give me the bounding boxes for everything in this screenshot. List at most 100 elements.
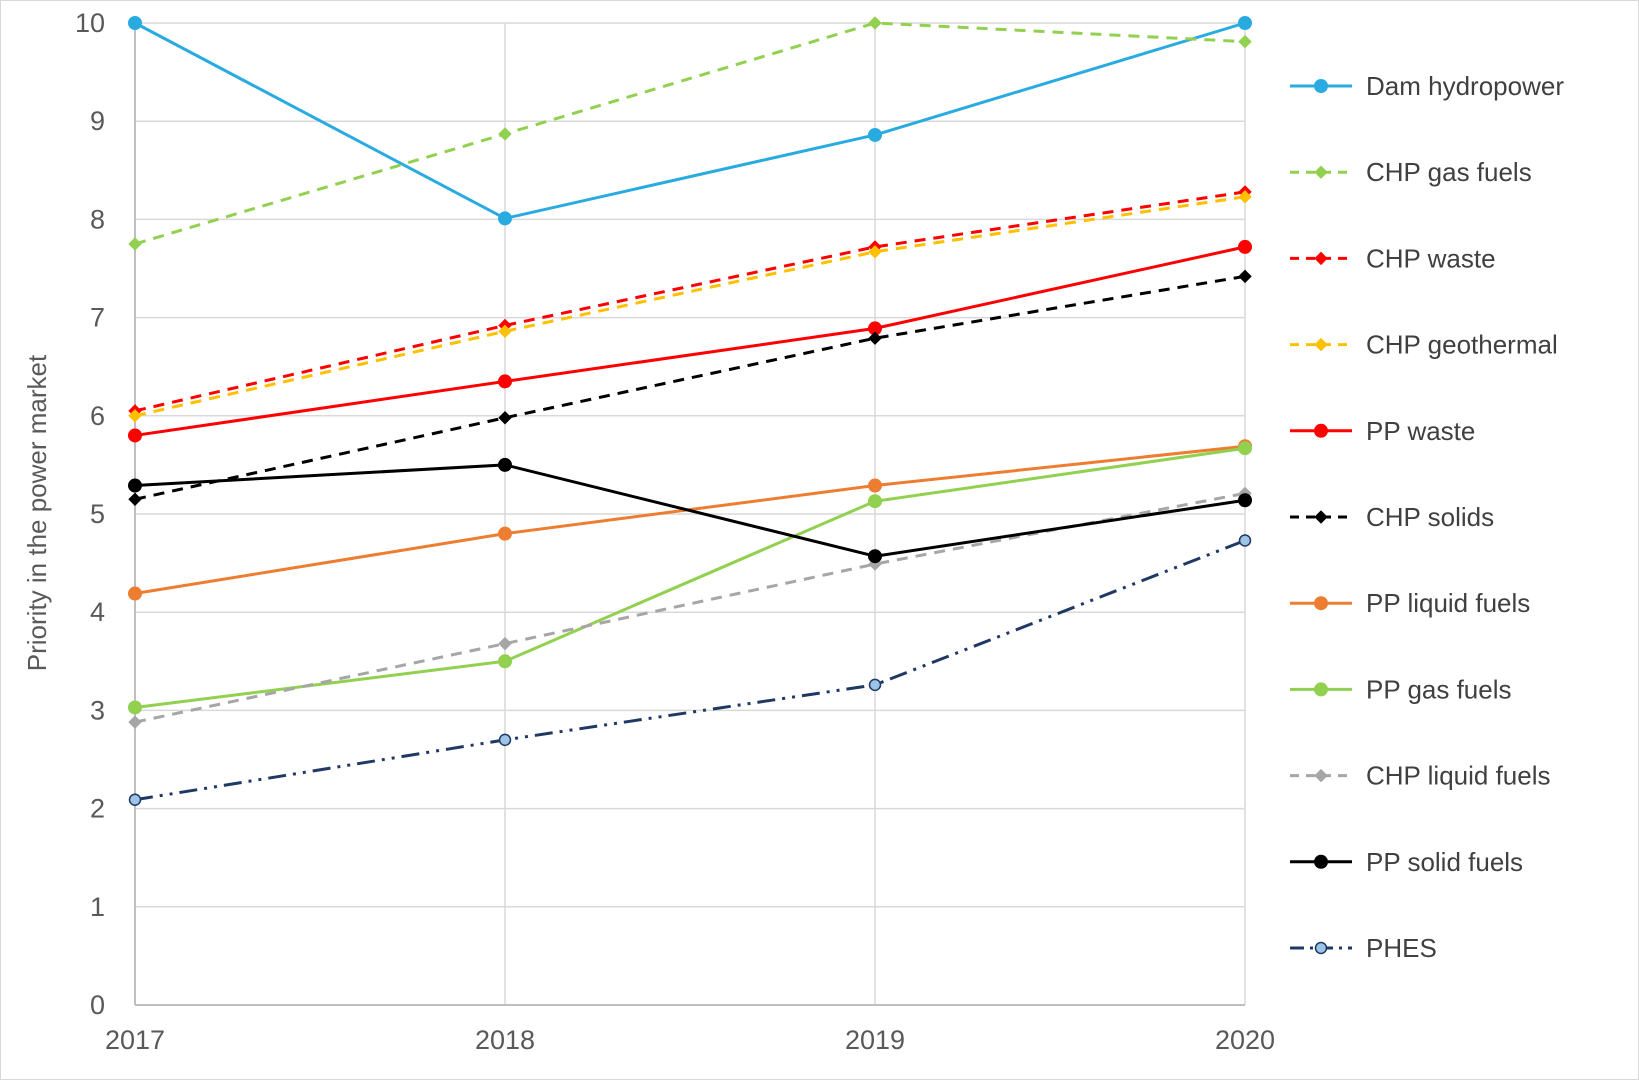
legend-label: PP liquid fuels bbox=[1366, 588, 1530, 618]
marker-pp-liquid-fuels-point bbox=[868, 478, 882, 493]
legend-label: PHES bbox=[1366, 933, 1437, 963]
marker-chp-solids-point bbox=[1238, 269, 1252, 284]
marker-pp-liquid-fuels-point bbox=[498, 526, 512, 541]
marker-chp-gas-fuels-legend bbox=[1314, 165, 1328, 179]
marker-pp-solid-fuels-point bbox=[868, 549, 882, 564]
legend-item-chp-waste: CHP waste bbox=[1290, 243, 1496, 273]
y-tick-label: 7 bbox=[90, 303, 105, 333]
y-axis-label: Priority in the power market bbox=[22, 354, 52, 671]
line-phes bbox=[134, 539, 1246, 802]
marker-pp-gas-fuels-legend bbox=[1314, 682, 1328, 697]
marker-chp-liquid-fuels-legend bbox=[1314, 768, 1328, 783]
line-chp-gas-fuels bbox=[134, 21, 1246, 246]
marker-pp-solid-fuels-legend bbox=[1314, 854, 1328, 869]
marker-pp-gas-fuels-point bbox=[868, 494, 882, 509]
marker-dam-hydropower-point bbox=[1238, 16, 1252, 30]
legend-item-pp-gas-fuels: PP gas fuels bbox=[1290, 674, 1512, 704]
legend-item-pp-waste: PP waste bbox=[1290, 416, 1475, 446]
marker-chp-geothermal-point bbox=[498, 324, 512, 339]
marker-phes-legend bbox=[1314, 941, 1328, 955]
marker-chp-gas-fuels-point bbox=[128, 237, 142, 251]
marker-pp-waste-point bbox=[1238, 239, 1252, 254]
y-tick-label: 3 bbox=[90, 695, 105, 725]
legend-item-dam-hydropower: Dam hydropower bbox=[1290, 71, 1564, 101]
axes: 0 1 2 3 4 5 6 7 8 9 10 2017 2018 2019 2020 bbox=[75, 8, 1275, 1055]
series-dam-hydropower bbox=[128, 16, 1252, 226]
y-tick-label: 9 bbox=[90, 106, 105, 136]
marker-chp-gas-fuels-point bbox=[1238, 34, 1252, 49]
series-pp-solid-fuels bbox=[128, 457, 1252, 564]
series-lines bbox=[128, 16, 1252, 807]
series-chp-gas-fuels bbox=[128, 16, 1252, 251]
legend-label: CHP geothermal bbox=[1366, 330, 1558, 360]
marker-chp-liquid-fuels-point bbox=[498, 636, 512, 651]
marker-phes-point bbox=[498, 733, 512, 747]
legend-item-pp-liquid-fuels: PP liquid fuels bbox=[1290, 588, 1530, 618]
marker-pp-solid-fuels-point bbox=[498, 457, 512, 472]
y-tick-label: 10 bbox=[75, 8, 105, 38]
series-phes bbox=[128, 534, 1252, 807]
legend-item-phes: PHES bbox=[1290, 933, 1437, 963]
marker-pp-liquid-fuels-legend bbox=[1314, 596, 1328, 611]
marker-chp-liquid-fuels-point bbox=[128, 715, 142, 729]
series-chp-geothermal bbox=[128, 190, 1252, 423]
legend-item-chp-gas-fuels: CHP gas fuels bbox=[1290, 157, 1532, 187]
marker-pp-gas-fuels-point bbox=[1238, 441, 1252, 456]
x-tick-label: 2020 bbox=[1215, 1025, 1275, 1055]
x-tick-label: 2019 bbox=[845, 1025, 905, 1055]
marker-pp-waste-legend bbox=[1314, 423, 1328, 438]
legend: Dam hydropower CHP gas fuels CHP waste CHP … bbox=[1290, 71, 1564, 963]
marker-phes-point bbox=[1238, 534, 1252, 547]
legend-item-pp-solid-fuels: PP solid fuels bbox=[1290, 847, 1523, 877]
legend-item-chp-liquid-fuels: CHP liquid fuels bbox=[1290, 761, 1551, 791]
marker-chp-geothermal-point bbox=[128, 409, 142, 423]
y-tick-label: 1 bbox=[90, 892, 105, 922]
marker-chp-gas-fuels-point bbox=[868, 16, 882, 30]
y-tick-label: 2 bbox=[90, 794, 105, 824]
legend-label: CHP solids bbox=[1366, 502, 1494, 532]
line-pp-waste bbox=[134, 245, 1246, 437]
y-tick-label: 5 bbox=[90, 499, 105, 529]
legend-label: CHP liquid fuels bbox=[1366, 761, 1551, 791]
line-pp-solid-fuels bbox=[134, 463, 1246, 558]
marker-chp-solids-legend bbox=[1314, 510, 1328, 524]
legend-label: CHP gas fuels bbox=[1366, 157, 1532, 187]
series-pp-waste bbox=[128, 239, 1252, 443]
y-tick-label: 6 bbox=[90, 401, 105, 431]
legend-label: PP gas fuels bbox=[1366, 674, 1512, 704]
marker-pp-solid-fuels-point bbox=[128, 478, 142, 493]
marker-chp-waste-legend bbox=[1314, 251, 1328, 266]
marker-pp-waste-point bbox=[128, 428, 142, 443]
marker-pp-gas-fuels-point bbox=[128, 700, 142, 715]
marker-chp-solids-point bbox=[498, 411, 512, 425]
line-pp-gas-fuels bbox=[134, 446, 1246, 709]
legend-label: PP solid fuels bbox=[1366, 847, 1523, 877]
marker-pp-liquid-fuels-point bbox=[128, 586, 142, 601]
y-tick-label: 4 bbox=[90, 597, 105, 627]
marker-pp-waste-point bbox=[498, 374, 512, 389]
marker-phes-point bbox=[868, 678, 882, 692]
legend-item-chp-geothermal: CHP geothermal bbox=[1290, 330, 1558, 360]
marker-chp-geothermal-legend bbox=[1314, 337, 1328, 352]
marker-chp-gas-fuels-point bbox=[498, 127, 512, 141]
marker-pp-solid-fuels-point bbox=[1238, 493, 1252, 508]
marker-pp-gas-fuels-point bbox=[498, 654, 512, 669]
x-tick-label: 2017 bbox=[105, 1025, 165, 1055]
marker-chp-geothermal-point bbox=[1238, 190, 1252, 204]
legend-label: Dam hydropower bbox=[1366, 71, 1564, 101]
series-pp-gas-fuels bbox=[128, 441, 1252, 715]
series-chp-solids bbox=[128, 269, 1252, 506]
marker-chp-solids-point bbox=[868, 331, 882, 345]
marker-dam-hydropower-point bbox=[128, 16, 142, 30]
line-dam-hydropower bbox=[134, 21, 1246, 220]
legend-label: CHP waste bbox=[1366, 243, 1496, 273]
marker-dam-hydropower-legend bbox=[1314, 79, 1328, 93]
y-tick-label: 8 bbox=[90, 204, 105, 234]
y-tick-label: 0 bbox=[90, 990, 105, 1020]
marker-phes-point bbox=[128, 793, 142, 807]
legend-item-chp-solids: CHP solids bbox=[1290, 502, 1494, 532]
marker-chp-geothermal-point bbox=[868, 245, 882, 259]
marker-dam-hydropower-point bbox=[868, 127, 882, 142]
